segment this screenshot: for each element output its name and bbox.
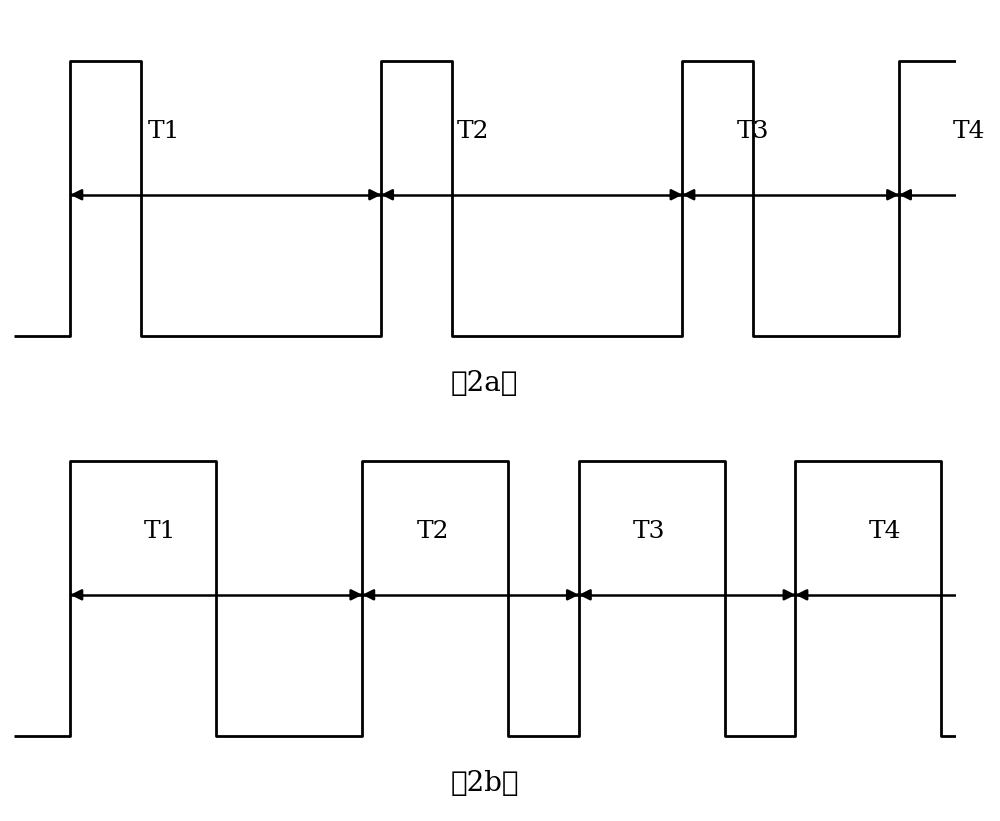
- Text: T1: T1: [148, 121, 180, 144]
- Text: T3: T3: [633, 521, 666, 544]
- Text: （2a）: （2a）: [451, 370, 518, 397]
- Text: T4: T4: [868, 521, 901, 544]
- Text: T3: T3: [737, 121, 769, 144]
- Text: T1: T1: [143, 521, 176, 544]
- Text: T4: T4: [953, 121, 986, 144]
- Text: T2: T2: [416, 521, 449, 544]
- Text: （2b）: （2b）: [450, 770, 519, 797]
- Text: T2: T2: [456, 121, 489, 144]
